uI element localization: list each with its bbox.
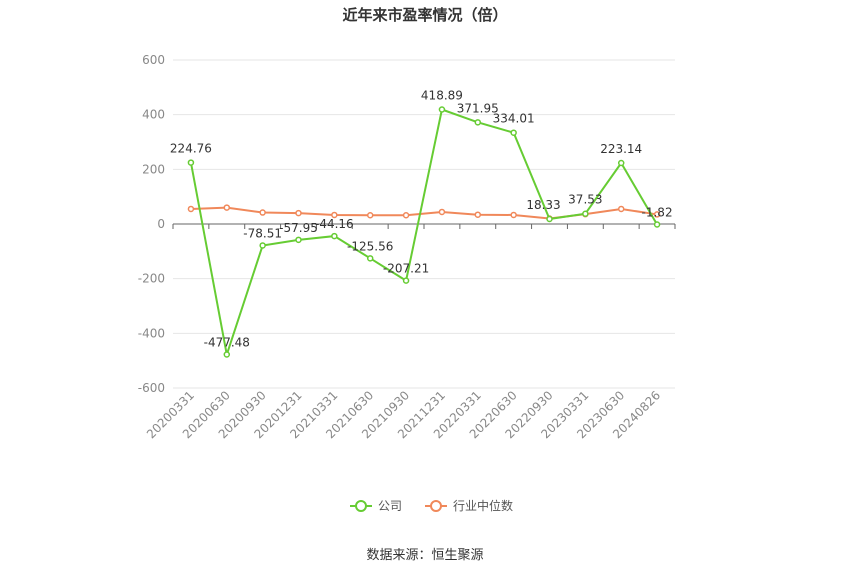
series-company [187,106,661,358]
y-tick-label: 0 [157,217,165,231]
y-tick-label: -600 [138,381,165,395]
data-point[interactable] [617,159,625,167]
data-label: -207.21 [383,262,429,276]
data-label: -1.82 [642,205,673,219]
data-label: 224.76 [170,142,212,156]
data-point[interactable] [259,209,266,216]
data-point[interactable] [223,351,231,358]
data-point[interactable] [366,212,374,219]
y-axis: 600 400 200 0 -200 -400 -600 [138,53,165,395]
data-point[interactable] [331,232,338,240]
data-label: 371.95 [457,101,499,115]
data-label: 418.89 [421,89,463,103]
legend-label: 公司 [378,499,402,513]
source-note: 数据来源：恒生聚源 [366,548,483,563]
data-point[interactable] [259,242,266,249]
data-point[interactable] [402,277,410,284]
data-label: -78.51 [243,226,282,240]
data-label: 37.53 [568,193,602,207]
data-point[interactable] [582,210,589,217]
data-point[interactable] [653,211,661,218]
legend[interactable]: 公司 行业中位数 [350,498,513,513]
data-label: -57.95 [279,221,318,235]
y-tick-label: -400 [138,326,165,340]
data-point[interactable] [546,215,553,223]
y-tick-label: 400 [142,108,165,122]
data-label: 223.14 [600,142,642,156]
y-tick-label: 600 [142,53,165,67]
data-point[interactable] [187,205,195,213]
legend-item-industry-median[interactable]: 行业中位数 [425,498,513,513]
data-point[interactable] [366,255,374,262]
data-point[interactable] [331,211,338,219]
data-point[interactable] [295,236,302,244]
series-line [189,108,658,355]
data-point[interactable] [187,159,195,166]
data-label: -477.48 [204,336,250,350]
legend-marker-icon [355,500,367,512]
y-tick-label: 200 [142,162,165,176]
data-point[interactable] [438,208,446,216]
series-layer: 224.76 -477.48 -78.51-57.95-44.16 -125.56 -2… [170,89,673,358]
data-point[interactable] [474,119,482,126]
data-point[interactable] [510,211,517,219]
data-label: -125.56 [347,239,393,253]
y-tick-label: -200 [138,272,165,286]
data-label: -44.16 [315,217,354,231]
data-point[interactable] [438,106,446,113]
data-point[interactable] [295,209,302,217]
data-point[interactable] [474,211,482,218]
chart-title: 近年来市盈率情况（倍） [342,6,507,24]
legend-label: 行业中位数 [453,498,513,513]
legend-item-company[interactable]: 公司 [350,499,402,513]
data-label: 334.01 [493,112,535,126]
data-point[interactable] [617,205,625,213]
legend-marker-icon [430,500,442,512]
data-point[interactable] [653,221,661,228]
data-point[interactable] [402,212,410,219]
data-point[interactable] [510,129,517,136]
data-point[interactable] [223,204,231,211]
data-label: 18.33 [526,198,560,212]
